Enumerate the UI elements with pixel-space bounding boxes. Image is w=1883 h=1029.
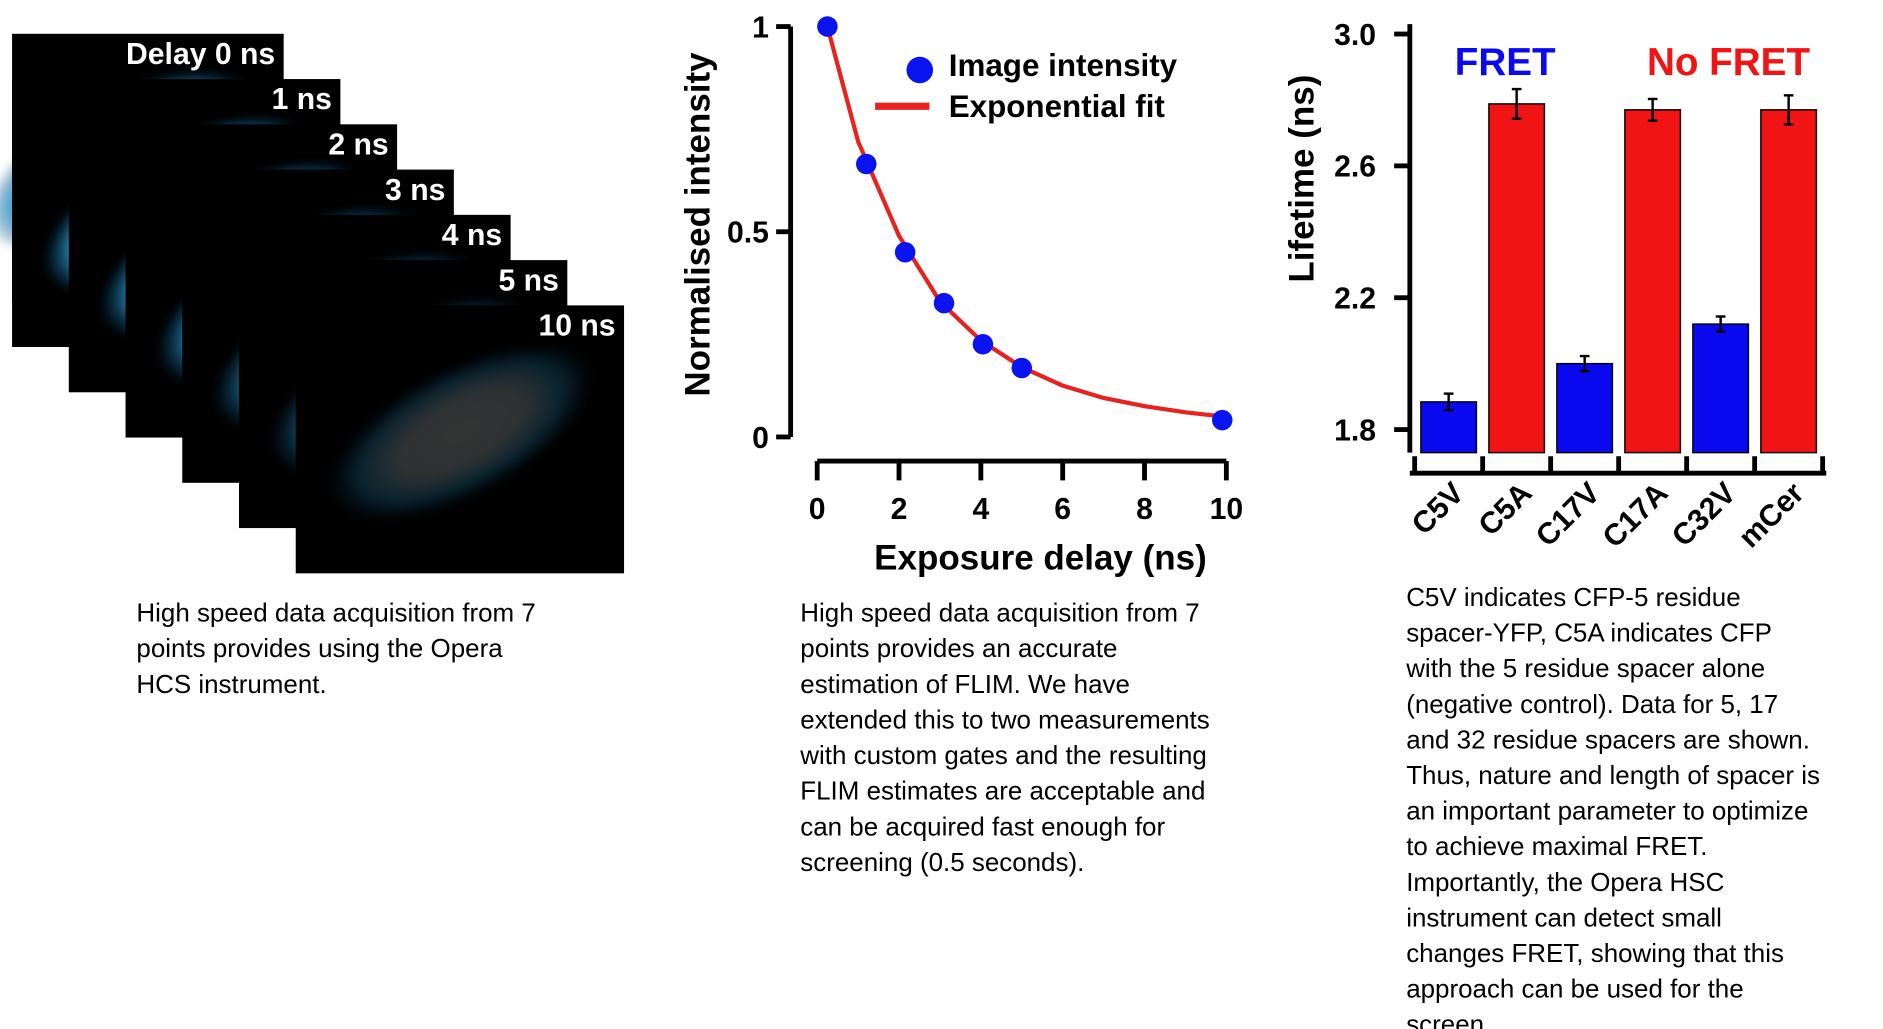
bar [1489,104,1545,453]
category-label: C17V [1530,477,1607,554]
caption-line: HCS instrument. [136,671,326,699]
y-tick-label: 0.5 [727,217,769,250]
category-label: mCer [1733,476,1811,554]
fit-line [827,27,1222,417]
x-tick-label: 8 [1136,493,1153,526]
y-tick-label: 2.6 [1334,151,1376,184]
legend-swatch [906,57,933,84]
bar [1761,110,1817,453]
delay-label: 3 ns [385,174,445,207]
caption-line: to achieve maximal FRET. [1406,833,1707,861]
annotation: No FRET [1647,41,1810,84]
slide: Delay 0 ns 1 ns 2 ns 3 ns 4 ns 5 ns 10 ns High … [0,0,1883,1029]
category-label: C32V [1666,477,1743,554]
delay-label: 10 ns [538,310,615,343]
delay-label: 4 ns [442,219,502,252]
delay-label: 5 ns [499,264,559,297]
data-point [934,293,955,314]
legend-label: Exponential fit [949,89,1166,124]
delay-label: 1 ns [272,83,332,116]
image-frame: 10 ns [296,303,626,574]
x-tick-label: 4 [972,493,989,526]
caption-line: FLIM estimates are acceptable and [800,778,1205,806]
y-tick-label: 1 [752,11,769,44]
legend-label: Image intensity [949,48,1178,83]
x-tick-label: 0 [809,493,826,526]
caption-line: approach can be used for the [1406,976,1743,1004]
caption-line: with the 5 residue spacer alone [1405,655,1765,683]
data-point [973,334,994,355]
bar [1625,110,1681,453]
y-tick-label: 1.8 [1334,414,1376,447]
data-point [1212,410,1233,431]
caption-line: with custom gates and the resulting [799,742,1207,770]
caption-line: High speed data acquisition from 7 [136,600,535,628]
x-tick-label: 2 [891,493,908,526]
y-axis-label: Lifetime (ns) [1282,75,1321,283]
data-point [1012,358,1033,379]
caption-line: C5V indicates CFP-5 residue [1406,584,1740,612]
caption-line: changes FRET, showing that this [1406,940,1784,968]
caption-line: Importantly, the Opera HSC [1406,869,1724,897]
caption-line: estimation of FLIM. We have [800,671,1130,699]
data-point [817,16,838,37]
caption-line: an important parameter to optimize [1406,798,1808,826]
page: { "image_stack": { "labels": ["Delay 0 n… [0,0,1883,1029]
category-label: C5A [1473,477,1539,543]
caption-line: Thus, nature and length of spacer is [1406,762,1820,790]
caption-line: points provides an accurate [800,635,1117,663]
caption-line: instrument can detect small [1406,904,1722,932]
x-tick-label: 10 [1210,493,1244,526]
caption-line: and 32 residue spacers are shown. [1406,726,1810,754]
bar [1557,364,1613,453]
caption-line: screening (0.5 seconds). [800,849,1084,877]
caption-line: extended this to two measurements [800,706,1209,734]
delay-label: Delay 0 ns [126,38,275,71]
y-tick-label: 0 [752,422,769,455]
caption-line: screen. [1406,1011,1491,1029]
annotation: FRET [1455,41,1556,84]
y-tick-label: 2.2 [1334,283,1376,316]
data-point [895,242,916,263]
caption-line: High speed data acquisition from 7 [800,600,1199,628]
caption-line: can be acquired fast enough for [800,813,1165,841]
x-tick-label: 6 [1054,493,1071,526]
category-label: C17A [1597,477,1675,555]
y-tick-label: 3.0 [1334,19,1376,52]
y-axis-label: Normalised intensity [679,52,718,397]
caption-line: points provides using the Opera [136,635,503,663]
delay-label: 2 ns [328,129,388,162]
data-point [856,154,877,175]
category-label: C5V [1406,477,1471,542]
bar [1693,324,1749,453]
caption-line: (negative control). Data for 5, 17 [1406,691,1778,719]
caption-line: spacer-YFP, C5A indicates CFP [1406,620,1772,648]
x-axis-label: Exposure delay (ns) [874,539,1207,578]
